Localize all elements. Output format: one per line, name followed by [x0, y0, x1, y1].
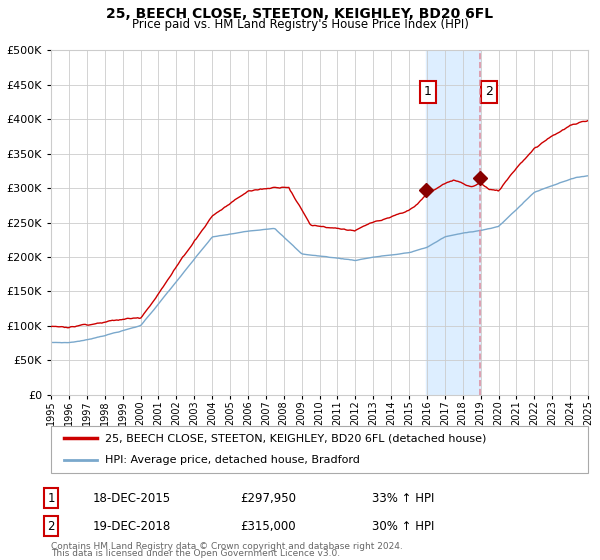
Text: 2: 2 — [47, 520, 55, 533]
Text: Contains HM Land Registry data © Crown copyright and database right 2024.: Contains HM Land Registry data © Crown c… — [51, 542, 403, 551]
Bar — [426, 50, 480, 395]
Text: £315,000: £315,000 — [240, 520, 296, 533]
Text: 33% ↑ HPI: 33% ↑ HPI — [372, 492, 434, 505]
Text: This data is licensed under the Open Government Licence v3.0.: This data is licensed under the Open Gov… — [51, 549, 340, 558]
Text: 19-DEC-2018: 19-DEC-2018 — [93, 520, 171, 533]
Text: 1: 1 — [47, 492, 55, 505]
Text: £297,950: £297,950 — [240, 492, 296, 505]
Text: 25, BEECH CLOSE, STEETON, KEIGHLEY, BD20 6FL (detached house): 25, BEECH CLOSE, STEETON, KEIGHLEY, BD20… — [105, 433, 486, 444]
Text: 18-DEC-2015: 18-DEC-2015 — [93, 492, 171, 505]
Text: HPI: Average price, detached house, Bradford: HPI: Average price, detached house, Brad… — [105, 455, 359, 465]
Text: 25, BEECH CLOSE, STEETON, KEIGHLEY, BD20 6FL: 25, BEECH CLOSE, STEETON, KEIGHLEY, BD20… — [106, 7, 494, 21]
Text: Price paid vs. HM Land Registry's House Price Index (HPI): Price paid vs. HM Land Registry's House … — [131, 18, 469, 31]
Text: 1: 1 — [424, 85, 432, 98]
Text: 2: 2 — [485, 85, 493, 98]
Text: 30% ↑ HPI: 30% ↑ HPI — [372, 520, 434, 533]
FancyBboxPatch shape — [51, 426, 588, 473]
